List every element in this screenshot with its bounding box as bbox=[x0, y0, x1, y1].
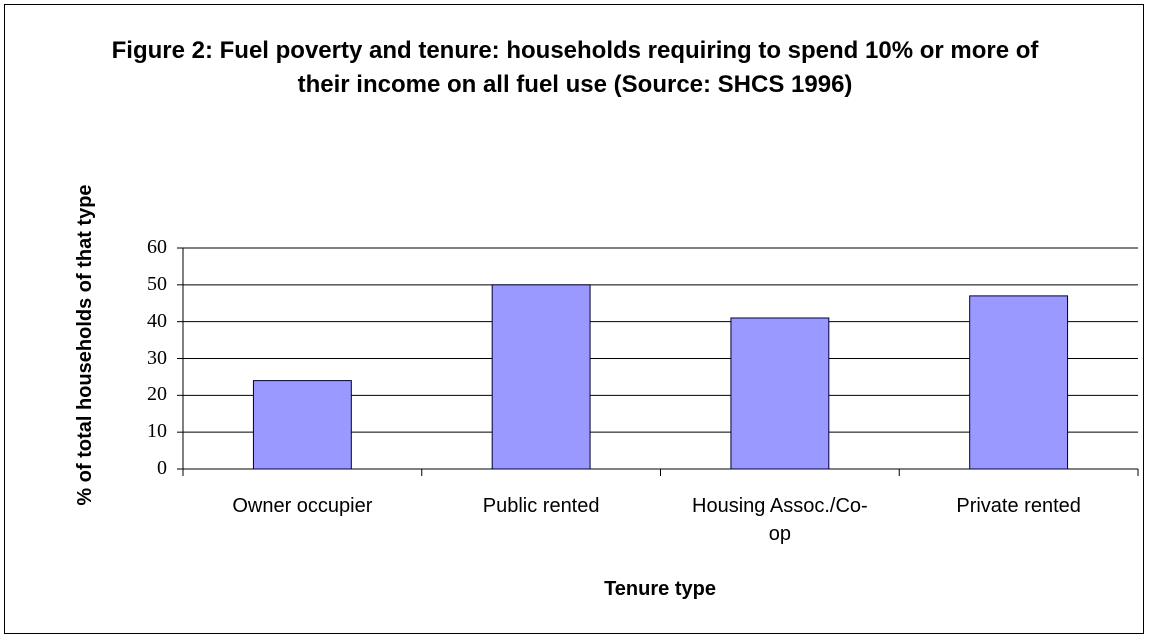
x-tick-label: Owner occupier bbox=[232, 495, 373, 517]
bar bbox=[730, 317, 830, 470]
y-tick-label: 20 bbox=[147, 383, 167, 406]
y-axis-label: % of total households of that type bbox=[74, 184, 96, 506]
y-tick-label: 30 bbox=[147, 346, 167, 369]
x-tick-label: Private rented bbox=[956, 495, 1081, 517]
chart-title: Figure 2: Fuel poverty and tenure: house… bbox=[111, 37, 1039, 98]
bar bbox=[491, 284, 591, 470]
x-axis-label: Tenure type bbox=[604, 578, 716, 600]
y-tick-label: 40 bbox=[147, 309, 167, 332]
y-tick-label: 10 bbox=[147, 420, 167, 443]
y-tick-label: 0 bbox=[157, 457, 167, 479]
chart-frame bbox=[4, 4, 1144, 634]
x-tick-label: Public rented bbox=[482, 495, 600, 517]
bar bbox=[252, 380, 352, 470]
y-tick-label: 60 bbox=[147, 236, 167, 258]
x-tick-label: Housing Assoc./Co-op bbox=[692, 495, 868, 545]
y-tick-label: 50 bbox=[147, 272, 167, 295]
bar bbox=[969, 295, 1069, 470]
